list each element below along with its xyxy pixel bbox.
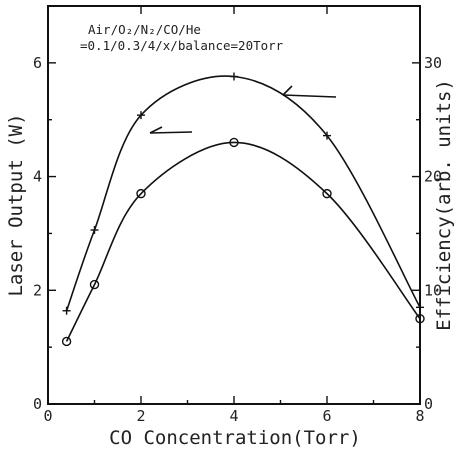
arrow-to-right-axis (282, 85, 337, 98)
arrow-to-left-axis (149, 126, 193, 134)
series-line (65, 141, 421, 342)
circle-marker (322, 188, 332, 199)
circle-marker (61, 336, 72, 347)
x-axis-label: CO Concentration(Torr) (109, 427, 361, 449)
x-tick-label: 6 (322, 407, 331, 425)
series-efficiency (62, 72, 424, 315)
y-axis-left-label: Laser Output (W) (5, 113, 27, 296)
y-right-tick-label: 30 (424, 54, 442, 72)
series-layer (61, 72, 425, 347)
annotation-line2: =0.1/0.3/4/x/balance=20Torr (80, 38, 284, 53)
y-axis-right-label: Efficiency(arb. units) (433, 79, 455, 331)
y-right-tick-label: 10 (424, 281, 442, 299)
y-left-tick-label: 4 (33, 168, 42, 186)
plus-marker (90, 226, 99, 235)
plus-marker (137, 111, 145, 120)
axes (47, 5, 421, 405)
y-right-tick-label: 0 (424, 395, 433, 413)
series-laser-output (61, 137, 425, 347)
y-left-tick-label: 2 (33, 281, 42, 299)
plot-frame (47, 5, 421, 405)
y-right-tick-label: 20 (424, 168, 442, 186)
y-left-tick-label: 0 (33, 395, 42, 413)
plus-marker (62, 306, 71, 315)
y-left-tick-label: 6 (33, 54, 42, 72)
circle-marker (415, 314, 425, 324)
x-tick-label: 8 (415, 407, 424, 425)
x-tick-label: 0 (43, 407, 52, 425)
circle-marker (136, 188, 146, 199)
plus-marker (416, 303, 424, 312)
plus-marker (323, 131, 331, 140)
series-arrows (149, 85, 337, 134)
plus-marker (230, 72, 238, 81)
circle-marker (89, 279, 100, 290)
x-tick-label: 4 (229, 407, 238, 425)
series-line (65, 75, 421, 312)
circle-marker (229, 137, 239, 148)
x-tick-label: 2 (136, 407, 145, 425)
annotation-line1: Air/O₂/N₂/CO/He (88, 22, 201, 37)
